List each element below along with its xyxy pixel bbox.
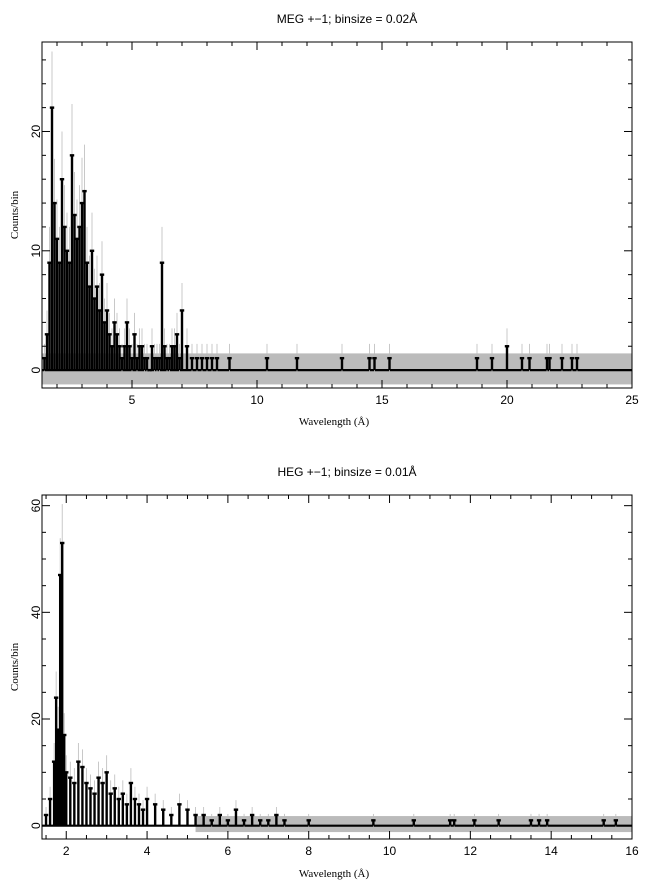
y-tick-label: 60 xyxy=(29,499,43,513)
plot-frame xyxy=(41,41,633,389)
y-axis-label: Counts/bin xyxy=(9,190,21,239)
plot-area xyxy=(42,51,632,385)
y-axis-label: Counts/bin xyxy=(9,642,21,691)
y-tick-label: 10 xyxy=(29,244,43,258)
x-tick-label: 25 xyxy=(625,393,639,407)
x-tick-label: 4 xyxy=(144,844,151,858)
y-tick-label: 0 xyxy=(29,822,43,829)
x-axis-label: Wavelength (Å) xyxy=(299,868,370,880)
y-tick-label: 40 xyxy=(29,605,43,619)
x-tick-label: 16 xyxy=(625,844,639,858)
x-tick-label: 5 xyxy=(129,393,136,407)
x-tick-label: 2 xyxy=(63,844,70,858)
y-tick-label: 20 xyxy=(29,124,43,138)
chart-title: HEG +−1; binsize = 0.01Å xyxy=(277,464,416,479)
x-tick-label: 10 xyxy=(383,844,397,858)
chart-panel-2: 2 4 6 8 10 12 14 16 0 20 40 60 HEG +−1; binsize = 0.… xyxy=(9,464,639,880)
y-tick-label: 0 xyxy=(29,366,43,373)
x-tick-label: 8 xyxy=(305,844,312,858)
x-axis-label: Wavelength (Å) xyxy=(299,416,370,428)
x-tick-label: 14 xyxy=(544,844,558,858)
plot-frame xyxy=(41,494,633,840)
x-tick-label: 6 xyxy=(225,844,232,858)
plot-area xyxy=(42,504,632,833)
x-tick-label: 10 xyxy=(250,393,264,407)
x-tick-label: 15 xyxy=(375,393,389,407)
chart-title: MEG +−1; binsize = 0.02Å xyxy=(277,11,417,26)
x-tick-label: 12 xyxy=(464,844,478,858)
y-tick-label: 20 xyxy=(29,712,43,726)
chart-panel-1: 5 10 15 20 25 0 10 20 MEG +−1; binsize = 0.02Å Wa… xyxy=(9,11,639,428)
x-tick-label: 20 xyxy=(500,393,514,407)
